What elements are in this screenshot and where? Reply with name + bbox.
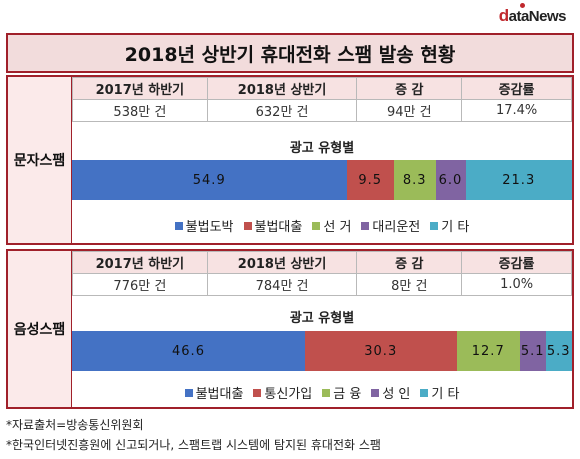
legend-swatch-icon [361,221,370,230]
voice-spam-panel: 음성스팸 2017년 하반기 2018년 상반기 증 감 증감률 776만 건 … [6,249,574,409]
table-value-row: 538만 건 632만 건 94만 건 17.4% [72,99,572,122]
data-label: 54.9 [192,172,226,188]
data-label: 5.3 [546,343,571,359]
data-label: 9.5 [358,172,383,188]
legend-label: 불법대출 [254,220,303,235]
panel-content: 2017년 하반기 2018년 상반기 증 감 증감률 776만 건 784만 … [72,251,572,407]
data-label: 30.3 [364,343,398,359]
legend-label: 대리운전 [372,220,421,235]
header-cell: 증감률 [461,77,572,100]
value-cell: 1.0% [461,273,572,296]
panel-label: 문자스팸 [8,77,72,243]
legend-item: 불법대출 [184,383,244,402]
legend-swatch-icon [253,388,262,397]
legend-item: 불법대출 [243,216,303,235]
bar-segment: 5.3 [545,331,572,371]
bar-segment: 30.3 [305,331,457,371]
value-cell: 784만 건 [206,273,358,296]
bar-segment: 5.1 [520,331,546,371]
legend-swatch-icon [174,221,183,230]
legend-swatch-icon [322,388,331,397]
legend-item: 금 융 [322,383,361,402]
header-cell: 증 감 [356,251,463,274]
source-note: *자료출처=방송통신위원회 [6,418,144,432]
value-cell: 8만 건 [356,273,463,296]
header-cell: 증 감 [356,77,463,100]
header-cell: 2017년 하반기 [72,77,208,100]
legend-item: 통신가입 [253,383,312,402]
panel-content: 2017년 하반기 2018년 상반기 증 감 증감률 538만 건 632만 … [72,77,572,243]
stats-table: 2017년 하반기 2018년 상반기 증 감 증감률 776만 건 784만 … [72,251,572,296]
data-label: 5.1 [520,343,545,359]
header-cell: 2018년 상반기 [206,77,358,100]
bar-segment: 21.3 [465,160,572,200]
bar-segment: 8.3 [394,160,436,200]
legend-swatch-icon [184,388,193,397]
legend-label: 선 거 [323,220,352,235]
legend-swatch-icon [420,388,429,397]
table-header-row: 2017년 하반기 2018년 상반기 증 감 증감률 [72,251,572,274]
legend-item: 기 타 [420,383,459,402]
legend-swatch-icon [371,388,380,397]
chart-legend: 불법도박 불법대출 선 거 대리운전 기 타 [72,216,572,235]
bar-segment: 9.5 [346,160,394,200]
data-label: 8.3 [402,172,427,188]
stacked-bar: 46.6 30.3 12.7 5.1 5.3 [72,331,572,371]
infographic-title: 2018년 상반기 휴대전화 스팸 발송 현황 [6,33,574,73]
bar-segment: 6.0 [435,160,466,200]
table-header-row: 2017년 하반기 2018년 상반기 증 감 증감률 [72,77,572,100]
stats-table: 2017년 하반기 2018년 상반기 증 감 증감률 538만 건 632만 … [72,77,572,122]
legend-swatch-icon [243,221,252,230]
data-label: 21.3 [502,172,536,188]
legend-label: 불법도박 [185,220,234,235]
value-cell: 94만 건 [356,99,463,122]
header-cell: 2017년 하반기 [72,251,208,274]
logo-rest: ataNews [508,8,567,25]
datanews-logo: dataNews [498,3,567,26]
header-cell: 2018년 상반기 [206,251,358,274]
legend-label: 불법대출 [195,387,244,402]
source-notes: *자료출처=방송통신위원회 *한국인터넷진흥원에 신고되거나, 스팸트랩 시스템… [6,415,381,455]
scope-note: *한국인터넷진흥원에 신고되거나, 스팸트랩 시스템에 탐지된 휴대전화 스팸 [6,438,381,452]
legend-item: 대리운전 [361,216,420,235]
header-cell: 증감률 [461,251,572,274]
value-cell: 776만 건 [72,273,208,296]
legend-item: 기 타 [430,216,469,235]
bar-segment: 12.7 [456,331,520,371]
legend-label: 기 타 [441,220,470,235]
legend-item: 불법도박 [174,216,234,235]
logo-dot-icon [519,3,525,8]
panel-label: 음성스팸 [8,251,72,407]
legend-item: 선 거 [312,216,351,235]
legend-label: 금 융 [333,387,362,402]
legend-swatch-icon [430,221,439,230]
legend-item: 성 인 [371,383,410,402]
table-value-row: 776만 건 784만 건 8만 건 1.0% [72,273,572,296]
chart-subtitle: 광고 유형별 [289,141,355,156]
chart-legend: 불법대출 통신가입 금 융 성 인 기 타 [72,383,572,402]
stacked-bar: 54.9 9.5 8.3 6.0 21.3 [72,160,572,200]
legend-label: 통신가입 [264,387,313,402]
legend-swatch-icon [312,221,321,230]
value-cell: 17.4% [461,99,572,122]
sms-spam-panel: 문자스팸 2017년 하반기 2018년 상반기 증 감 증감률 538만 건 … [6,75,574,245]
legend-label: 성 인 [382,387,411,402]
data-label: 46.6 [172,343,205,359]
bar-segment: 54.9 [72,160,347,200]
value-cell: 632만 건 [206,99,358,122]
bar-segment: 46.6 [72,331,305,371]
data-label: 6.0 [438,172,463,188]
legend-label: 기 타 [431,387,460,402]
logo-first-letter: d [498,6,509,25]
data-label: 12.7 [471,343,505,359]
chart-subtitle: 광고 유형별 [289,311,355,326]
value-cell: 538만 건 [72,99,208,122]
